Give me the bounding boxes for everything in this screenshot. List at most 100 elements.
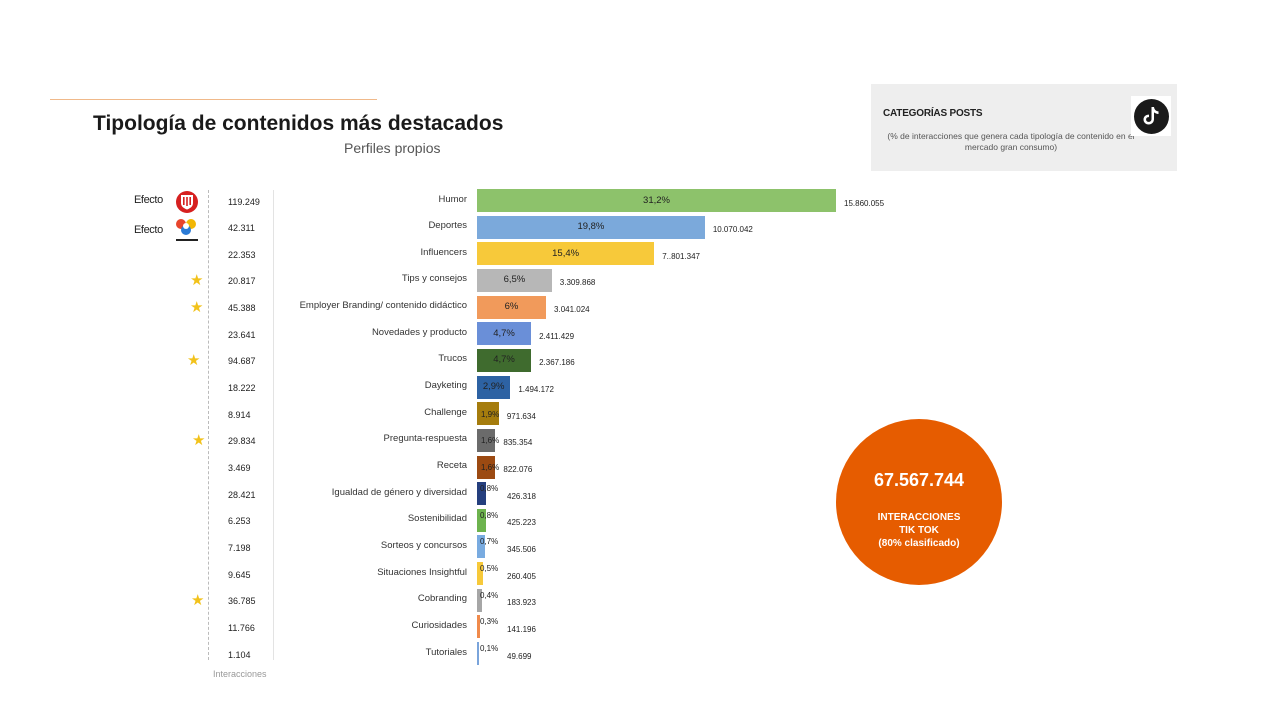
percent-label: 1,6% — [481, 463, 500, 472]
bar — [477, 348, 532, 372]
value-label: 425.223 — [507, 518, 536, 528]
page-title: Tipología de contenidos más destacados — [93, 112, 504, 135]
category-label: Sostenibilidad — [407, 513, 467, 525]
interaction-count: 8.914 — [228, 409, 251, 420]
value-label: 141.196 — [507, 624, 536, 634]
bar — [477, 375, 511, 399]
category-label: Tutoriales — [425, 646, 467, 658]
bar — [477, 455, 496, 479]
bar — [477, 615, 481, 639]
value-label: 835.354 — [503, 438, 533, 448]
percent-label: 0,3% — [480, 617, 499, 627]
bar — [477, 428, 496, 452]
category-label: Novedades y producto — [371, 326, 467, 338]
bar — [477, 482, 487, 506]
total-interactions-label-1: INTERACCIONES — [877, 512, 961, 523]
interaction-count: 94.687 — [228, 356, 256, 367]
categories-box: CATEGORÍAS POSTS (% de interacciones que… — [871, 84, 1177, 171]
value-label: 260.405 — [507, 571, 536, 581]
category-label: Challenge — [424, 406, 467, 418]
value-label: 3.309.868 — [559, 278, 596, 288]
percent-label: 6,5% — [503, 274, 526, 286]
category-label: Curiosidades — [411, 619, 467, 631]
bar — [477, 322, 532, 346]
interaction-count: 11.766 — [228, 622, 255, 633]
categories-description: (% de interacciones que genera cada tipo… — [887, 131, 1135, 152]
bar — [477, 215, 705, 239]
category-label: Trucos — [438, 353, 467, 365]
star-icon: ★ — [192, 432, 206, 450]
category-label: Cobranding — [417, 593, 467, 605]
percent-label: 0,4% — [480, 590, 499, 600]
category-label: Influencers — [420, 246, 467, 258]
percent-label: 31,2% — [643, 194, 670, 206]
percent-label: 6% — [504, 301, 519, 313]
total-interactions-bubble: 67.567.744 INTERACCIONES TIK TOK (80% cl… — [836, 419, 1002, 585]
percent-label: 0,8% — [480, 484, 499, 494]
interaction-count: 45.388 — [228, 303, 256, 314]
value-label: 345.506 — [507, 544, 536, 554]
bar — [477, 242, 655, 266]
bar — [477, 295, 547, 319]
efecto-label-laliga: Efecto — [134, 224, 163, 236]
value-label: 15.860.055 — [844, 198, 885, 208]
category-label: Deportes — [428, 220, 467, 232]
total-interactions-label-2: TIK TOK — [899, 525, 939, 536]
category-label: Tips y consejos — [401, 273, 467, 285]
category-label: Dayketing — [424, 380, 467, 392]
bar — [477, 402, 499, 426]
category-label: Igualdad de género y diversidad — [331, 486, 467, 498]
bar — [477, 588, 482, 612]
page-subtitle: Perfiles propios — [344, 140, 441, 156]
interaction-count: 7.198 — [228, 542, 251, 553]
category-label: Employer Branding/ contenido didáctico — [299, 300, 467, 312]
value-label: 426.318 — [507, 491, 536, 501]
percent-label: 1,6% — [481, 436, 500, 446]
value-label: 49.699 — [507, 651, 532, 661]
percent-label: 1,9% — [481, 409, 500, 419]
interactions-caption: Interacciones — [213, 669, 267, 679]
star-icon: ★ — [191, 592, 205, 610]
percent-label: 19,8% — [577, 221, 605, 233]
bar — [477, 562, 483, 586]
percent-label: 0,1% — [480, 644, 499, 654]
star-icon: ★ — [190, 299, 204, 317]
interaction-count: 1.104 — [228, 649, 251, 660]
title-accent-line — [50, 99, 377, 100]
interaction-count: 6.253 — [228, 516, 251, 527]
bar — [477, 189, 836, 212]
value-label: 3.041.024 — [554, 305, 590, 315]
value-label: 2.367.186 — [539, 358, 575, 368]
value-label: 10.070.042 — [712, 225, 753, 235]
value-label: 971.634 — [506, 411, 536, 421]
laliga-logo — [172, 217, 202, 245]
value-label: 2.411.429 — [539, 331, 575, 341]
interaction-count: 29.834 — [228, 436, 256, 447]
percent-label: 15,4% — [552, 247, 580, 259]
star-icon: ★ — [187, 352, 201, 370]
value-label: 1.494.172 — [518, 385, 554, 395]
category-label: Humor — [438, 193, 467, 205]
categories-title: CATEGORÍAS POSTS — [883, 108, 983, 119]
category-label: Situaciones Insightful — [377, 566, 467, 578]
interaction-count: 23.641 — [228, 329, 256, 340]
divider-solid — [273, 190, 274, 660]
star-icon: ★ — [190, 272, 204, 290]
percent-label: 0,8% — [480, 510, 499, 520]
interaction-count: 20.817 — [228, 276, 256, 287]
interaction-count: 18.222 — [228, 383, 256, 394]
percent-label: 4,7% — [493, 354, 515, 366]
interaction-count: 22.353 — [228, 249, 256, 260]
percent-label: 2,9% — [482, 381, 505, 393]
percent-label: 4,7% — [493, 327, 515, 339]
tiktok-icon — [1131, 96, 1171, 136]
efecto-label-atm: Efecto — [134, 194, 163, 206]
value-label: 822.076 — [503, 465, 533, 474]
bar — [477, 268, 552, 292]
interaction-count: 42.311 — [228, 223, 255, 234]
percent-label: 0,7% — [480, 537, 499, 547]
value-label: 7..801.347 — [662, 251, 700, 261]
interaction-count: 119.249 — [228, 196, 260, 207]
interaction-count: 28.421 — [228, 489, 256, 500]
value-label: 183.923 — [507, 598, 536, 608]
